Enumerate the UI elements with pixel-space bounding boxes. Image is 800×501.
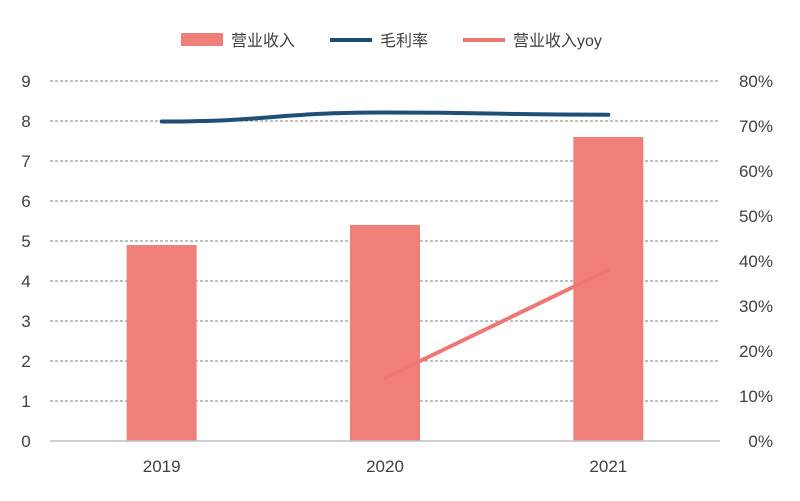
- line-gross-margin: [159, 110, 611, 124]
- left-tick-label: 1: [21, 392, 30, 411]
- x-tick-label: 2020: [366, 457, 404, 476]
- legend-label-yoy: 营业收入yoy: [513, 32, 602, 50]
- right-tick-label: 60%: [739, 162, 773, 181]
- bar-revenue: [573, 137, 644, 441]
- right-tick-label: 30%: [739, 297, 773, 316]
- left-tick-label: 8: [21, 112, 30, 131]
- bar-revenue: [350, 225, 420, 441]
- right-tick-label: 0%: [748, 432, 773, 451]
- left-tick-label: 3: [21, 312, 30, 331]
- legend: 营业收入 毛利率 营业收入yoy: [181, 32, 602, 50]
- line-series: [159, 110, 611, 380]
- x-tick-label: 2019: [143, 457, 181, 476]
- right-tick-label: 80%: [739, 72, 773, 91]
- legend-swatch-revenue: [181, 33, 223, 46]
- right-tick-label: 50%: [739, 207, 773, 226]
- left-tick-label: 0: [21, 432, 30, 451]
- left-tick-label: 4: [21, 272, 30, 291]
- right-tick-label: 10%: [739, 387, 773, 406]
- left-tick-label: 7: [21, 152, 30, 171]
- bar-revenue: [126, 245, 197, 441]
- x-tick-label: 2021: [589, 457, 627, 476]
- legend-label-margin: 毛利率: [380, 32, 428, 50]
- legend-label-revenue: 营业收入: [231, 32, 295, 50]
- bar-series-revenue: [126, 137, 644, 441]
- right-tick-label: 40%: [739, 252, 773, 271]
- left-tick-label: 9: [21, 72, 30, 91]
- right-tick-label: 70%: [739, 117, 773, 136]
- left-tick-label: 2: [21, 352, 30, 371]
- line-revenue-yoy: [383, 268, 611, 380]
- axes: 0 1 2 3 4 5 6 7 8 9 0% 10% 20% 30% 40% 50% 60% 70% 80% 2019…: [21, 72, 773, 476]
- right-tick-label: 20%: [739, 342, 773, 361]
- left-tick-label: 6: [21, 192, 30, 211]
- left-tick-label: 5: [21, 232, 30, 251]
